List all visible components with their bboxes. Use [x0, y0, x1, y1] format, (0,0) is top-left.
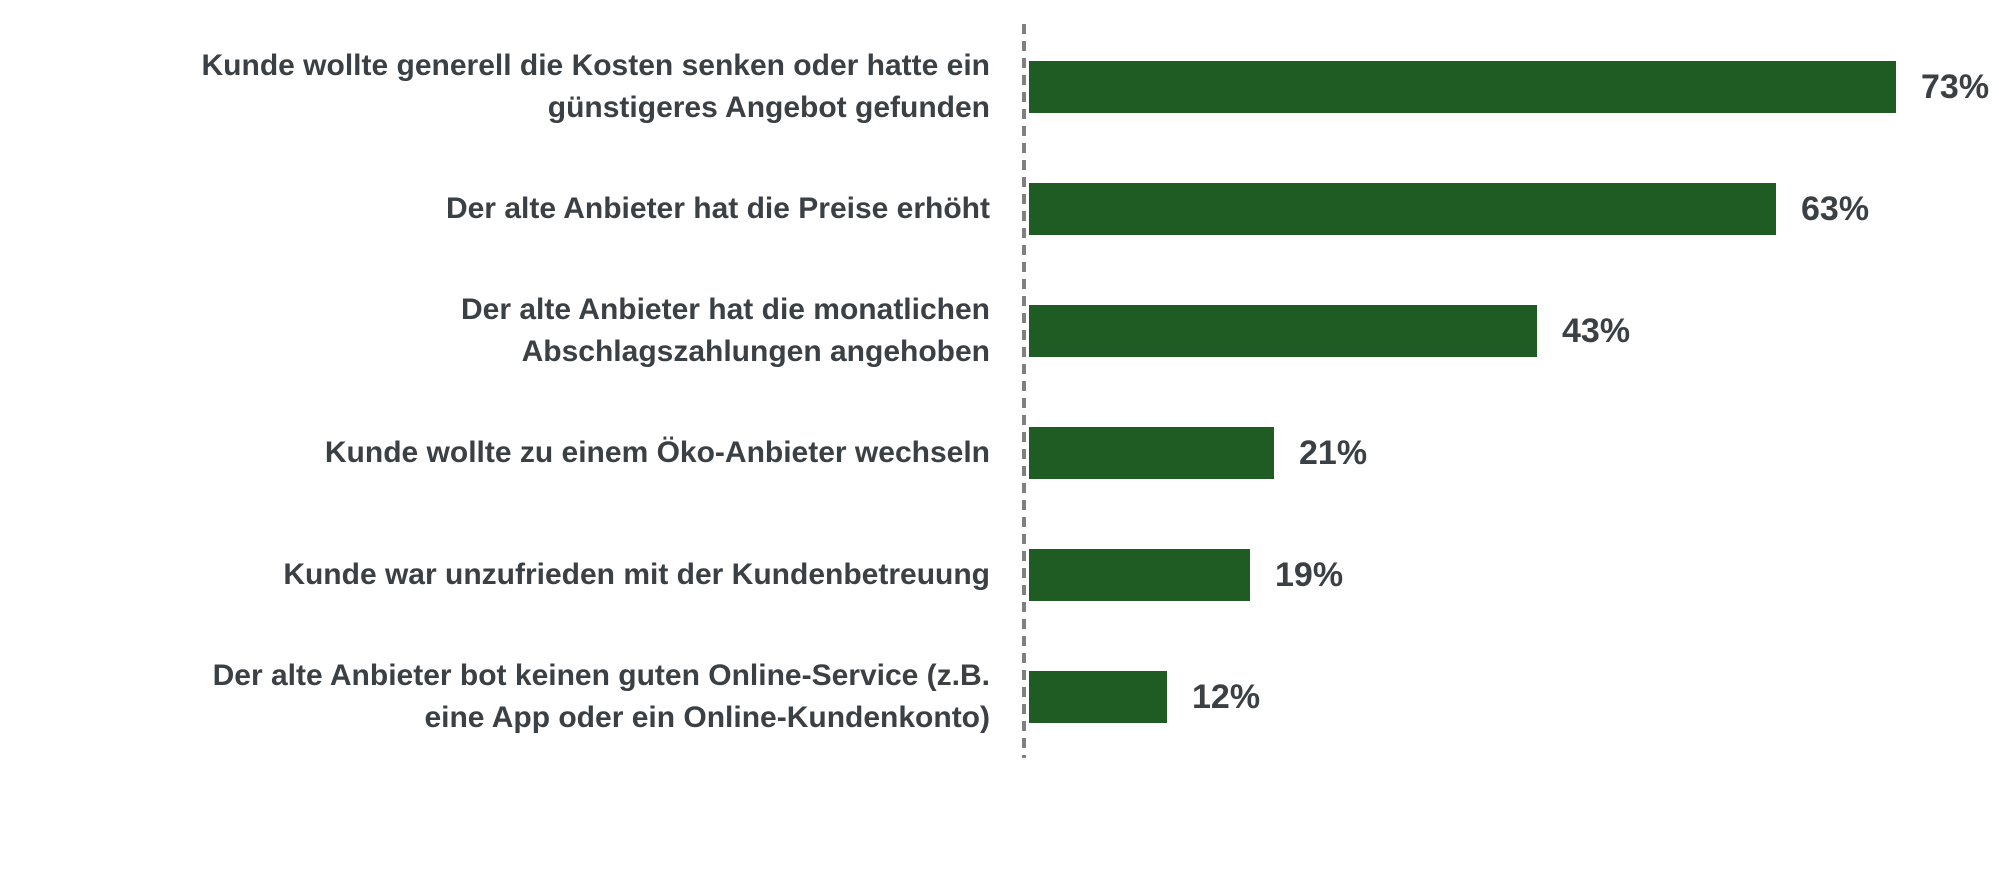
bar-area: 63%	[1026, 180, 1999, 238]
bar	[1026, 424, 1277, 482]
bar-area: 73%	[1026, 58, 1999, 116]
chart-row: Der alte Anbieter bot keinen guten Onlin…	[0, 636, 1999, 758]
baseline-dashed-axis	[1022, 24, 1026, 758]
bar-area: 19%	[1026, 546, 1999, 604]
category-label: Der alte Anbieter hat die monatlichen Ab…	[461, 293, 990, 368]
category-label: Kunde wollte zu einem Öko-Anbieter wechs…	[324, 436, 990, 469]
value-label: 73%	[1921, 67, 1990, 106]
bar	[1026, 546, 1253, 604]
chart-row: Kunde wollte generell die Kosten senken …	[0, 26, 1999, 148]
category-label: Kunde wollte generell die Kosten senken …	[201, 49, 991, 124]
value-label: 63%	[1801, 189, 1870, 228]
bar	[1026, 302, 1540, 360]
value-label: 43%	[1562, 311, 1631, 350]
category-label: Der alte Anbieter hat die Preise erhöht	[445, 192, 990, 225]
chart-row: Der alte Anbieter hat die Preise erhöht …	[0, 148, 1999, 270]
chart-row: Kunde wollte zu einem Öko-Anbieter wechs…	[0, 392, 1999, 514]
bar-area: 12%	[1026, 668, 1999, 726]
category-label: Der alte Anbieter bot keinen guten Onlin…	[212, 659, 990, 734]
value-label: 19%	[1275, 555, 1344, 594]
bar	[1026, 668, 1170, 726]
chart-row: Kunde war unzufrieden mit der Kundenbetr…	[0, 514, 1999, 636]
value-label: 21%	[1299, 433, 1368, 472]
chart-rows: Kunde wollte generell die Kosten senken …	[0, 26, 1999, 758]
value-label: 12%	[1192, 677, 1261, 716]
bar	[1026, 180, 1779, 238]
bar	[1026, 58, 1899, 116]
bar-area: 21%	[1026, 424, 1999, 482]
chart-row: Der alte Anbieter hat die monatlichen Ab…	[0, 270, 1999, 392]
category-label: Kunde war unzufrieden mit der Kundenbetr…	[283, 558, 990, 591]
bar-area: 43%	[1026, 302, 1999, 360]
